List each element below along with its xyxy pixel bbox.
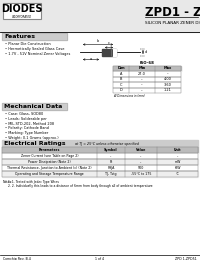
Bar xyxy=(113,71,181,76)
Text: • Planar Die Construction: • Planar Die Construction xyxy=(5,42,51,46)
Text: Min: Min xyxy=(138,66,146,70)
Text: Value: Value xyxy=(136,148,146,152)
Text: --: -- xyxy=(176,154,179,158)
Text: ZPD1 - ZPD51: ZPD1 - ZPD51 xyxy=(145,5,200,18)
Text: 1.21: 1.21 xyxy=(164,88,172,92)
Text: • MIL-STD-202, Method 208: • MIL-STD-202, Method 208 xyxy=(5,122,54,126)
Text: C: C xyxy=(120,83,122,87)
Text: Operating and Storage Temperature Range: Operating and Storage Temperature Range xyxy=(15,172,84,176)
Text: Zener Current (see Table on Page 2): Zener Current (see Table on Page 2) xyxy=(21,154,78,158)
Text: All Dimensions in (mm): All Dimensions in (mm) xyxy=(113,94,145,98)
Text: --: -- xyxy=(140,160,142,164)
Text: Mechanical Data: Mechanical Data xyxy=(4,104,62,109)
Bar xyxy=(2,147,198,153)
Text: SILICON PLANAR ZENER DIODE: SILICON PLANAR ZENER DIODE xyxy=(145,21,200,25)
Text: 27.0: 27.0 xyxy=(138,72,146,76)
Bar xyxy=(2,140,198,147)
Text: • Weight: 0.1 Grams (approx.): • Weight: 0.1 Grams (approx.) xyxy=(5,136,59,140)
Bar xyxy=(2,153,198,159)
Text: Parameters: Parameters xyxy=(39,148,60,152)
Bar xyxy=(102,49,116,55)
Bar xyxy=(2,171,198,177)
Bar xyxy=(2,147,198,153)
Text: at TJ = 25°C unless otherwise specified: at TJ = 25°C unless otherwise specified xyxy=(75,141,139,146)
Bar xyxy=(113,66,181,71)
Bar xyxy=(0,0,200,32)
Text: b: b xyxy=(97,38,99,42)
Bar xyxy=(113,76,181,82)
Text: 500: 500 xyxy=(138,166,144,170)
Text: d: d xyxy=(145,50,147,54)
Bar xyxy=(2,159,198,165)
Text: mW: mW xyxy=(174,160,181,164)
Text: Notes:: Notes: xyxy=(3,180,14,184)
Bar xyxy=(3,3,41,19)
Bar xyxy=(2,33,67,40)
Text: K/W: K/W xyxy=(174,166,181,170)
Text: --: -- xyxy=(141,77,143,81)
Bar xyxy=(113,82,181,88)
Text: A: A xyxy=(120,72,122,76)
Text: --: -- xyxy=(141,83,143,87)
Text: • Marking: Type Number: • Marking: Type Number xyxy=(5,131,48,135)
Text: a: a xyxy=(90,57,92,62)
Text: --: -- xyxy=(167,72,169,76)
Bar xyxy=(113,88,181,93)
Bar xyxy=(113,82,181,88)
Bar xyxy=(113,71,181,76)
Text: Unit: Unit xyxy=(174,148,181,152)
Bar xyxy=(112,49,116,55)
Text: • Leads: Solderable per: • Leads: Solderable per xyxy=(5,117,47,121)
Text: DIODES: DIODES xyxy=(1,4,43,14)
Text: --: -- xyxy=(140,154,142,158)
Text: --: -- xyxy=(110,154,112,158)
Bar xyxy=(2,103,67,110)
Text: Features: Features xyxy=(4,34,35,39)
Text: TJ, Tstg: TJ, Tstg xyxy=(105,172,117,176)
Bar xyxy=(113,66,181,71)
Text: Max: Max xyxy=(164,66,172,70)
Text: 1 of 4: 1 of 4 xyxy=(95,257,105,260)
Bar xyxy=(2,153,198,159)
Text: D: D xyxy=(120,88,122,92)
Bar xyxy=(2,171,198,177)
Text: 1. 1. Tested with Jedec Type Wires: 1. 1. Tested with Jedec Type Wires xyxy=(8,180,59,184)
Bar xyxy=(113,88,181,93)
Text: B: B xyxy=(120,77,122,81)
Text: Thermal Resistance, Junction to Ambient (c) (Note 2): Thermal Resistance, Junction to Ambient … xyxy=(7,166,92,170)
Text: Power Dissipation (Note 2): Power Dissipation (Note 2) xyxy=(28,160,71,164)
Text: Pt: Pt xyxy=(109,160,113,164)
Bar xyxy=(2,103,67,110)
Text: ZPD 1-ZPD51: ZPD 1-ZPD51 xyxy=(175,257,197,260)
Text: -55°C to 175: -55°C to 175 xyxy=(131,172,151,176)
Text: • Polarity: Cathode Band: • Polarity: Cathode Band xyxy=(5,126,49,131)
Text: Symbol: Symbol xyxy=(104,148,118,152)
Text: 4.00: 4.00 xyxy=(164,77,172,81)
Bar xyxy=(2,165,198,171)
Text: INCORPORATED: INCORPORATED xyxy=(12,15,32,19)
Text: Comchip Rev. B.4: Comchip Rev. B.4 xyxy=(3,257,31,260)
Text: • Case: Glass, SOD80: • Case: Glass, SOD80 xyxy=(5,112,43,116)
Text: --: -- xyxy=(141,88,143,92)
Bar xyxy=(2,165,198,171)
Text: ISO-68: ISO-68 xyxy=(140,61,154,64)
Bar xyxy=(2,33,67,40)
Bar xyxy=(113,76,181,82)
Text: 2. 2. Individually this leads to a distance of 6mm from body through all of ambi: 2. 2. Individually this leads to a dista… xyxy=(8,185,153,188)
Text: c: c xyxy=(108,42,110,46)
Text: 3.60: 3.60 xyxy=(164,83,172,87)
Text: Dim: Dim xyxy=(117,66,125,70)
Text: • Hermetically Sealed Glass Case: • Hermetically Sealed Glass Case xyxy=(5,47,64,51)
Text: Electrical Ratings: Electrical Ratings xyxy=(4,141,66,146)
Text: RθJA: RθJA xyxy=(107,166,115,170)
Text: °C: °C xyxy=(176,172,179,176)
Text: • 1.7V - 51V Nominal Zener Voltages: • 1.7V - 51V Nominal Zener Voltages xyxy=(5,52,70,56)
Bar xyxy=(2,159,198,165)
